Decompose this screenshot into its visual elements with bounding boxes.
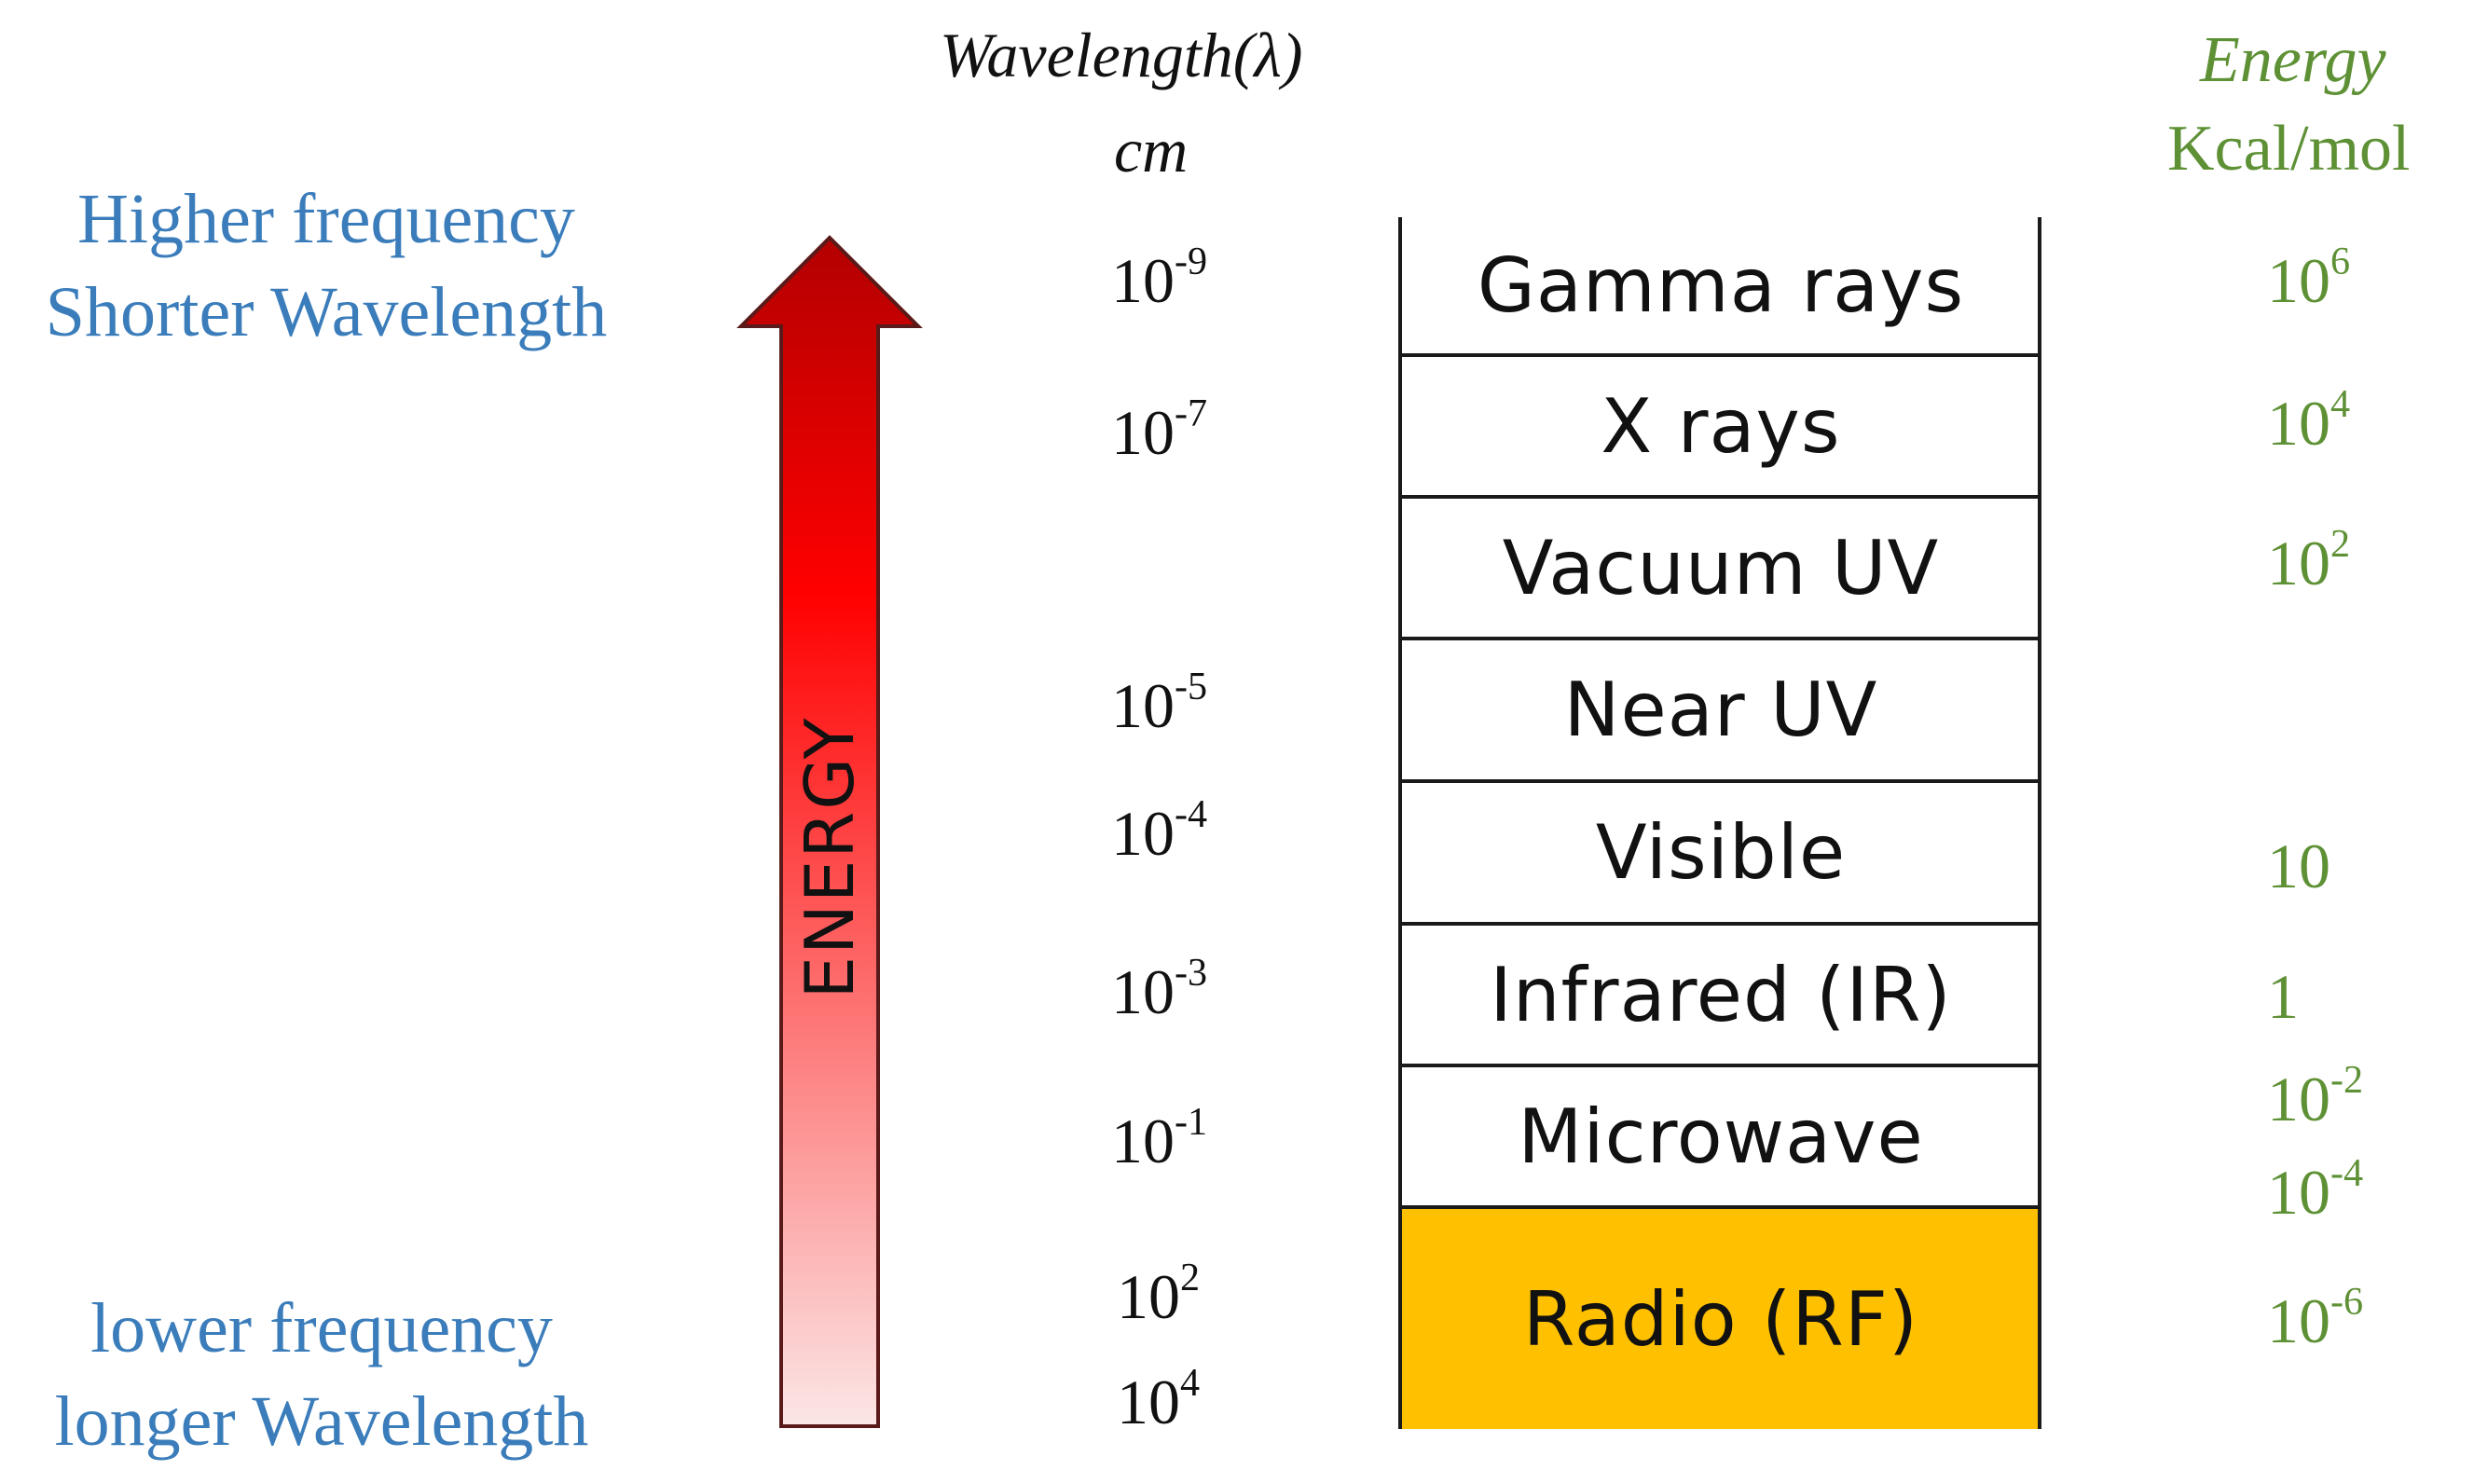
spectrum-band: Gamma rays bbox=[1400, 217, 2041, 357]
energy-tick-base: 10 bbox=[2267, 528, 2330, 598]
energy-tick: 106 bbox=[2267, 240, 2350, 318]
wavelength-tick-exponent: -4 bbox=[1175, 791, 1208, 836]
top-label-line1: Higher frequency bbox=[77, 180, 575, 258]
energy-tick-base: 1 bbox=[2267, 961, 2299, 1032]
wavelength-tick-base: 10 bbox=[1111, 397, 1175, 468]
wavelength-tick-base: 10 bbox=[1111, 798, 1175, 869]
energy-tick-base: 10 bbox=[2267, 831, 2330, 901]
wavelength-tick-base: 10 bbox=[1117, 1261, 1180, 1332]
energy-tick-exponent: 2 bbox=[2330, 521, 2351, 566]
energy-title: Energy bbox=[2200, 24, 2386, 96]
wavelength-tick: 10-5 bbox=[1111, 665, 1298, 743]
energy-unit: Kcal/mol bbox=[2167, 113, 2411, 185]
wavelength-unit: cm bbox=[1114, 115, 1189, 186]
energy-tick-base: 10 bbox=[2267, 1157, 2330, 1228]
energy-tick-base: 10 bbox=[2267, 245, 2330, 316]
wavelength-tick: 10-3 bbox=[1111, 951, 1298, 1029]
energy-tick-exponent: -4 bbox=[2330, 1150, 2364, 1195]
spectrum-right-border bbox=[2038, 217, 2041, 1429]
wavelength-tick-base: 10 bbox=[1111, 1106, 1175, 1176]
energy-tick: 10-4 bbox=[2267, 1151, 2363, 1230]
bottom-label: lower frequency longer Wavelength bbox=[0, 1282, 643, 1468]
top-label: Higher frequency Shorter Wavelength bbox=[0, 172, 653, 359]
wavelength-tick-exponent: -5 bbox=[1175, 664, 1208, 708]
energy-tick: 10 bbox=[2267, 830, 2330, 903]
wavelength-tick-exponent: -1 bbox=[1175, 1099, 1208, 1144]
spectrum-band: Microwave bbox=[1400, 1067, 2041, 1209]
energy-tick-exponent: -2 bbox=[2330, 1057, 2364, 1102]
spectrum-band: Vacuum UV bbox=[1400, 499, 2041, 640]
energy-tick: 1 bbox=[2267, 960, 2299, 1034]
wavelength-tick: 10-9 bbox=[1111, 240, 1298, 318]
energy-arrow bbox=[736, 235, 923, 1428]
wavelength-tick-exponent: 2 bbox=[1180, 1255, 1201, 1299]
energy-tick: 10-2 bbox=[2267, 1058, 2363, 1136]
wavelength-tick-exponent: -9 bbox=[1175, 239, 1208, 283]
wavelength-tick: 10-4 bbox=[1111, 792, 1298, 871]
wavelength-tick-exponent: 4 bbox=[1180, 1360, 1201, 1405]
energy-tick: 104 bbox=[2267, 382, 2350, 460]
wavelength-tick-exponent: -7 bbox=[1175, 391, 1208, 435]
wavelength-tick-base: 10 bbox=[1117, 1367, 1180, 1437]
bottom-label-line2: longer Wavelength bbox=[54, 1382, 589, 1461]
wavelength-tick: 104 bbox=[1117, 1361, 1303, 1439]
energy-tick-base: 10 bbox=[2267, 388, 2330, 459]
spectrum-band: Visible bbox=[1400, 783, 2041, 926]
energy-tick-exponent: -6 bbox=[2330, 1279, 2364, 1324]
spectrum-band: Radio (RF) bbox=[1400, 1209, 2041, 1429]
energy-tick: 10-6 bbox=[2267, 1280, 2363, 1358]
wavelength-tick: 10-7 bbox=[1111, 392, 1298, 470]
wavelength-title: Wavelength(λ) bbox=[940, 20, 1303, 90]
energy-arrow-shape bbox=[736, 235, 923, 1428]
wavelength-tick-base: 10 bbox=[1111, 670, 1175, 741]
energy-arrow-label: ENERGY bbox=[790, 716, 869, 999]
energy-tick-exponent: 4 bbox=[2330, 381, 2351, 426]
spectrum-band: Infrared (IR) bbox=[1400, 926, 2041, 1067]
spectrum-left-border bbox=[1398, 217, 1402, 1429]
wavelength-tick-base: 10 bbox=[1111, 245, 1175, 316]
wavelength-tick: 102 bbox=[1117, 1256, 1303, 1334]
wavelength-tick: 10-1 bbox=[1111, 1100, 1298, 1178]
wavelength-tick-base: 10 bbox=[1111, 956, 1175, 1027]
energy-tick-base: 10 bbox=[2267, 1285, 2330, 1356]
top-label-line2: Shorter Wavelength bbox=[45, 273, 608, 351]
spectrum-band: X rays bbox=[1400, 357, 2041, 499]
wavelength-tick-exponent: -3 bbox=[1175, 950, 1208, 995]
energy-tick-exponent: 6 bbox=[2330, 239, 2351, 283]
bottom-label-line1: lower frequency bbox=[90, 1289, 553, 1367]
energy-tick-base: 10 bbox=[2267, 1064, 2330, 1134]
energy-tick: 102 bbox=[2267, 522, 2350, 600]
spectrum-band: Near UV bbox=[1400, 640, 2041, 783]
